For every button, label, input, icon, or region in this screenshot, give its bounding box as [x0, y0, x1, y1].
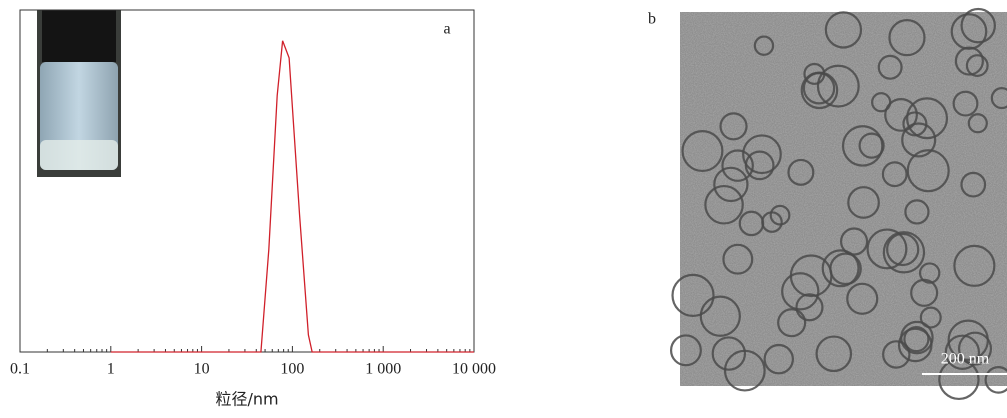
- panel-label: a: [443, 21, 450, 38]
- vesicle: [795, 293, 824, 322]
- vesicle: [846, 282, 879, 315]
- vesicle: [711, 336, 747, 371]
- vesicle: [904, 199, 930, 225]
- vesicle: [821, 249, 860, 288]
- scale-bar-label: 200 nm: [941, 351, 990, 368]
- vesicle: [902, 111, 928, 137]
- vesicle: [800, 71, 839, 110]
- vesicle: [953, 244, 996, 287]
- vesicle: [841, 125, 884, 167]
- vesicle: [950, 13, 988, 50]
- x-tick-label: 1: [107, 361, 115, 378]
- vesicle: [903, 326, 930, 353]
- vesicle: [671, 273, 715, 317]
- tem-image: [669, 7, 1007, 401]
- vesicle: [824, 11, 863, 49]
- vesicle: [815, 335, 853, 373]
- vesicle: [897, 327, 933, 363]
- vesicle: [881, 161, 908, 188]
- vesicle: [719, 112, 748, 141]
- vesicle: [753, 35, 775, 56]
- vesicle: [967, 113, 988, 134]
- vesicle: [886, 232, 920, 267]
- vesicle: [984, 366, 1007, 394]
- vial-photo: [37, 10, 121, 177]
- x-tick-label: 0.1: [10, 361, 30, 378]
- vesicle: [742, 134, 782, 175]
- x-axis-label: 粒径/nm: [215, 390, 278, 409]
- vesicle: [919, 306, 942, 329]
- vesicle: [744, 150, 775, 181]
- vesicle: [990, 87, 1007, 110]
- vesicle: [882, 340, 911, 369]
- vesicle: [901, 122, 937, 158]
- x-tick-label: 1 000: [365, 361, 401, 378]
- x-tick-label: 10 000: [452, 361, 496, 378]
- vesicle: [847, 186, 880, 219]
- vesicle: [952, 90, 979, 117]
- vesicle: [722, 243, 754, 275]
- vesicle: [839, 227, 869, 256]
- vesicle: [866, 228, 908, 270]
- vesicle: [944, 334, 981, 370]
- vesicle: [669, 334, 702, 367]
- vesicle: [738, 210, 765, 237]
- vesicle: [960, 171, 987, 198]
- vesicle: [858, 132, 885, 159]
- vesicle: [816, 64, 860, 108]
- vesicle: [882, 231, 926, 274]
- vesicle: [918, 262, 941, 284]
- vesicle: [965, 54, 989, 78]
- x-tick-label: 100: [280, 361, 304, 378]
- x-tick-label: 10: [194, 361, 210, 378]
- vesicle: [721, 149, 754, 182]
- vesicle: [763, 343, 795, 375]
- vesicle: [777, 308, 807, 338]
- vesicle: [906, 97, 949, 140]
- vesicle: [877, 54, 903, 80]
- vesicle: [960, 7, 996, 44]
- panel-label: b: [648, 11, 656, 28]
- vesicle: [681, 130, 724, 173]
- vesicle: [699, 295, 741, 337]
- vesicle: [713, 166, 749, 203]
- vesicle: [787, 158, 815, 186]
- vesicle: [781, 272, 820, 311]
- vesicle: [884, 98, 918, 132]
- data-line: [110, 40, 474, 353]
- vesicle: [906, 149, 950, 193]
- vesicle: [947, 319, 989, 361]
- vesicle: [704, 184, 744, 225]
- vesicle: [954, 46, 984, 76]
- vesicle: [888, 19, 926, 57]
- vesicle: [723, 349, 766, 392]
- vesicle: [938, 358, 980, 401]
- vesicle: [769, 204, 791, 226]
